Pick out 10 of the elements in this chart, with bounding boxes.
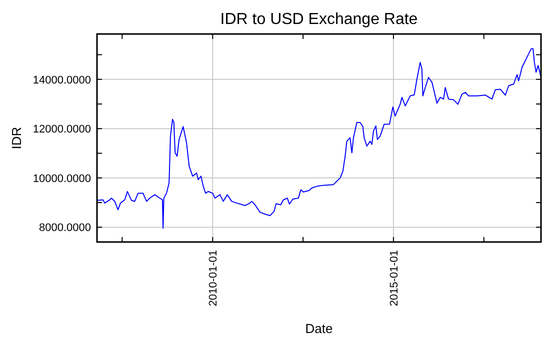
y-tick-label: 8000.0000 bbox=[39, 222, 91, 234]
chart-title: IDR to USD Exchange Rate bbox=[220, 11, 418, 28]
y-tick-label: 14000.0000 bbox=[32, 74, 91, 86]
x-tick-label: 2015-01-01 bbox=[388, 250, 400, 306]
y-tick-label: 12000.0000 bbox=[32, 124, 91, 136]
x-tick-label: 2010-01-01 bbox=[208, 250, 220, 306]
y-tick-label: 10000.0000 bbox=[32, 172, 91, 185]
y-axis-title: IDR bbox=[9, 126, 24, 150]
x-axis-title: Date bbox=[305, 321, 333, 336]
line-series bbox=[97, 48, 541, 229]
